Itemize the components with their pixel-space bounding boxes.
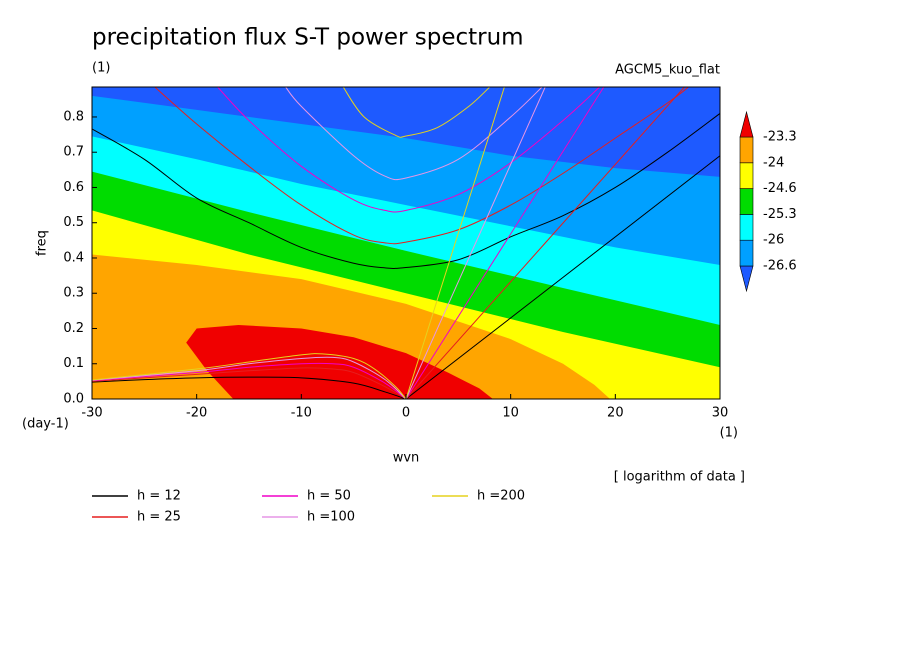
dispersion-curve [405, 87, 546, 399]
x-axis-label: wvn [393, 451, 420, 466]
chart-title: precipitation flux S-T power spectrum [92, 25, 524, 51]
colorbar-label: -26 [763, 233, 784, 248]
legend-label: h = 50 [307, 489, 351, 504]
colorbar-label: -24 [763, 155, 784, 170]
colorbar-label: -25.3 [763, 207, 797, 222]
x-tick-label: -10 [291, 406, 312, 421]
x-tick-label: -20 [186, 406, 207, 421]
y-tick-label: 0.3 [63, 286, 84, 301]
dispersion-curve [92, 362, 407, 399]
x-tick-label: 30 [712, 406, 729, 421]
dispersion-curve [405, 87, 685, 399]
y-tick-label: 0.5 [63, 215, 84, 230]
dispersion-curve [285, 87, 543, 181]
dispersion-curve [405, 155, 720, 399]
dispersion-curve [342, 87, 491, 138]
colorbar-cell [739, 265, 754, 293]
y-unit: (day-1) [22, 417, 69, 432]
legend-label: h =200 [477, 489, 525, 504]
x-unit: (1) [720, 426, 738, 441]
y-tick-label: 0.0 [63, 392, 84, 407]
y-tick-label: 0.8 [63, 109, 84, 124]
note: [ logarithm of data ] [614, 470, 745, 485]
dispersion-curve [92, 113, 720, 269]
y-tick-label: 0.6 [63, 180, 84, 195]
colorbar-cell [739, 214, 754, 241]
subtitle: (1) [92, 61, 110, 76]
dispersion-curve [154, 87, 689, 245]
legend-label: h = 12 [137, 489, 181, 504]
colorbar-cell [739, 110, 754, 138]
y-tick-label: 0.1 [63, 356, 84, 371]
colorbar-label: -26.6 [763, 259, 797, 274]
y-tick-label: 0.7 [63, 145, 84, 160]
colorbar-label: -24.6 [763, 181, 797, 196]
x-tick-label: 10 [502, 406, 519, 421]
dispersion-curve [405, 87, 505, 399]
fill-region [186, 324, 493, 399]
model-label: AGCM5_kuo_flat [615, 63, 720, 78]
y-tick-label: 0.2 [63, 321, 84, 336]
y-axis-label: freq [35, 230, 50, 256]
legend-label: h =100 [307, 510, 355, 525]
colorbar-cell [739, 239, 754, 267]
colorbar-cell [739, 188, 754, 215]
y-tick-label: 0.4 [63, 250, 84, 265]
colorbar-label: -23.3 [763, 130, 797, 145]
dispersion-curve [217, 87, 600, 213]
x-tick-label: -30 [81, 406, 102, 421]
dispersion-curve [92, 353, 407, 399]
x-tick-label: 20 [607, 406, 624, 421]
dispersion-curve [92, 376, 407, 399]
dispersion-curve [92, 356, 407, 399]
legend-label: h = 25 [137, 510, 181, 525]
colorbar-cell [739, 162, 754, 189]
x-tick-label: 0 [402, 406, 410, 421]
dispersion-curve [92, 367, 407, 399]
dispersion-curve [405, 87, 605, 399]
colorbar-cell [739, 136, 754, 164]
